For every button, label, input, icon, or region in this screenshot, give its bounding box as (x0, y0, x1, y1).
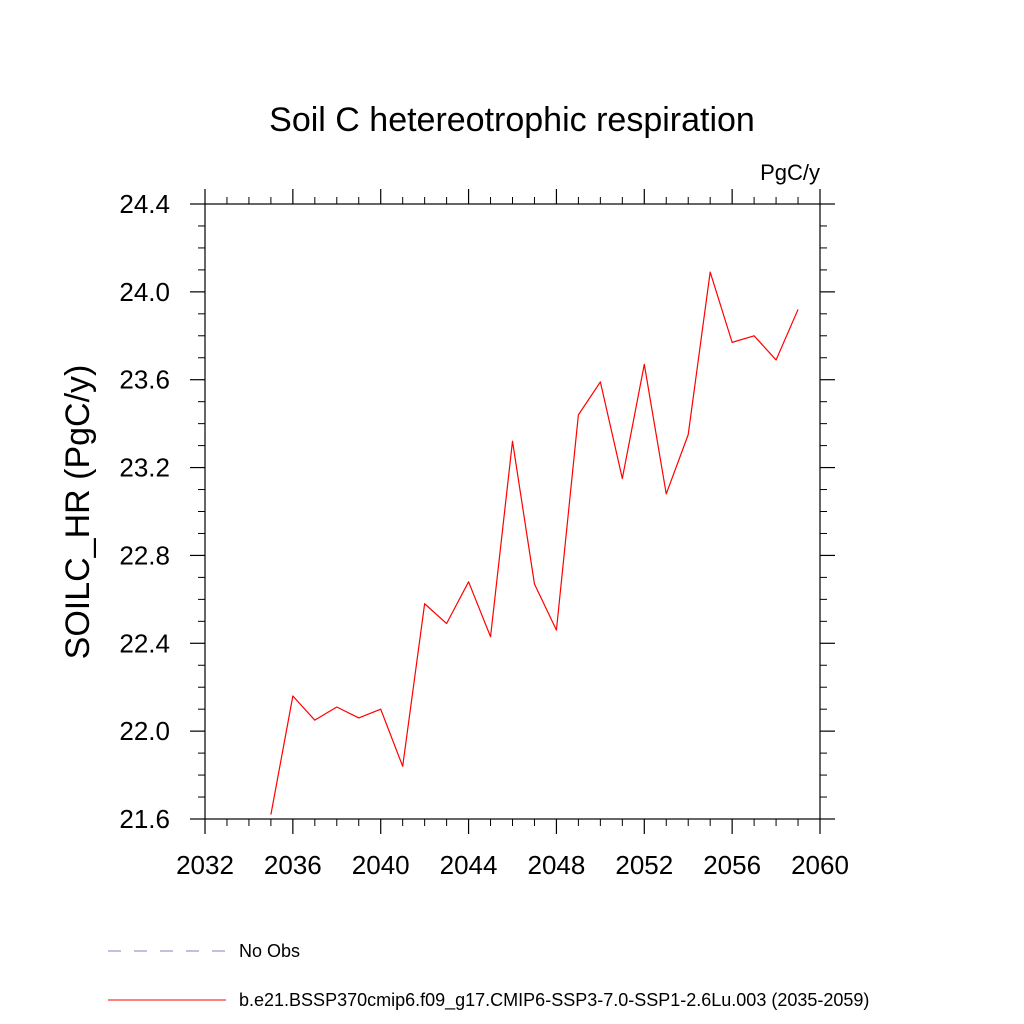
legend-label: No Obs (239, 941, 300, 961)
series-layer (270, 271, 799, 815)
y-tick-label: 23.6 (119, 365, 170, 395)
x-tick-label: 2036 (264, 850, 322, 880)
plot-frame (204, 203, 821, 820)
x-tick-label: 2056 (703, 850, 761, 880)
y-tick-label: 24.4 (119, 189, 170, 219)
series-line (270, 271, 799, 815)
y-tick-label: 23.2 (119, 453, 170, 483)
axis-tick-labels: 2032 2036 2040 2044 2048 2052 2056 2060 21.6 22.0… (119, 189, 849, 880)
plot-border (204, 203, 821, 820)
y-tick-label: 24.0 (119, 277, 170, 307)
x-tick-label: 2040 (352, 850, 410, 880)
x-tick-label: 2060 (791, 850, 849, 880)
y-tick-label: 22.0 (119, 716, 170, 746)
y-tick-label: 22.4 (119, 628, 170, 658)
legend-label: b.e21.BSSP370cmip6.f09_g17.CMIP6-SSP3-7.… (239, 990, 869, 1011)
x-tick-label: 2052 (615, 850, 673, 880)
y-tick-label: 21.6 (119, 804, 170, 834)
x-tick-label: 2048 (528, 850, 586, 880)
x-tick-label: 2044 (440, 850, 498, 880)
legend: No Obs b.e21.BSSP370cmip6.f09_g17.CMIP6-S… (108, 941, 869, 1011)
y-tick-label: 22.8 (119, 540, 170, 570)
chart-title: Soil C hetereotrophic respiration (269, 101, 755, 139)
units-label: PgC/y (760, 160, 820, 185)
x-tick-label: 2032 (176, 850, 234, 880)
axis-ticks (190, 189, 835, 834)
y-axis-label: SOILC_HR (PgC/y) (59, 365, 97, 660)
